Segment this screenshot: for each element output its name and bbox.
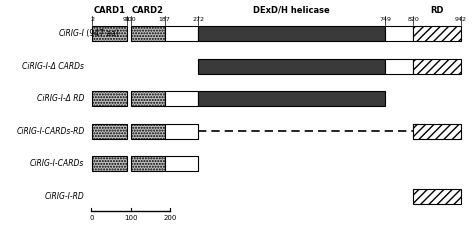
- Bar: [413, 59, 461, 74]
- Bar: [198, 26, 385, 41]
- Text: 100: 100: [124, 215, 137, 221]
- Text: 200: 200: [163, 215, 176, 221]
- Bar: [164, 123, 198, 139]
- Bar: [92, 91, 127, 106]
- Bar: [413, 189, 461, 204]
- Text: 91: 91: [123, 17, 131, 22]
- Text: 100: 100: [125, 17, 137, 22]
- Bar: [385, 26, 413, 41]
- Text: (947 aa): (947 aa): [84, 29, 119, 38]
- Text: CiRIG-I-Δ RD: CiRIG-I-Δ RD: [37, 94, 84, 103]
- Bar: [130, 156, 164, 171]
- Text: CiRIG-I: CiRIG-I: [59, 29, 84, 38]
- Text: 942: 942: [455, 17, 467, 22]
- Bar: [413, 26, 461, 41]
- Bar: [413, 123, 461, 139]
- Text: 2: 2: [90, 17, 94, 22]
- Text: 820: 820: [407, 17, 419, 22]
- Text: 0: 0: [89, 215, 93, 221]
- Text: CiRIG-I-CARDs: CiRIG-I-CARDs: [30, 159, 84, 168]
- Bar: [198, 59, 385, 74]
- Bar: [385, 59, 413, 74]
- Text: CiRIG-I-Δ CARDs: CiRIG-I-Δ CARDs: [22, 62, 84, 71]
- Bar: [130, 26, 164, 41]
- Text: CiRIG-I-CARDs-RD: CiRIG-I-CARDs-RD: [16, 127, 84, 136]
- Bar: [130, 91, 164, 106]
- Text: 749: 749: [379, 17, 392, 22]
- Text: 272: 272: [192, 17, 204, 22]
- Text: CARD2: CARD2: [132, 6, 164, 15]
- Bar: [164, 156, 198, 171]
- Bar: [92, 26, 127, 41]
- Bar: [164, 26, 198, 41]
- Bar: [413, 123, 417, 139]
- Bar: [92, 156, 127, 171]
- Bar: [198, 91, 385, 106]
- Bar: [92, 123, 127, 139]
- Text: RD: RD: [430, 6, 444, 15]
- Bar: [164, 91, 198, 106]
- Text: 187: 187: [159, 17, 171, 22]
- Text: DExD/H helicase: DExD/H helicase: [253, 6, 330, 15]
- Bar: [130, 123, 164, 139]
- Text: CARD1: CARD1: [93, 6, 126, 15]
- Text: CiRIG-I-RD: CiRIG-I-RD: [45, 192, 84, 201]
